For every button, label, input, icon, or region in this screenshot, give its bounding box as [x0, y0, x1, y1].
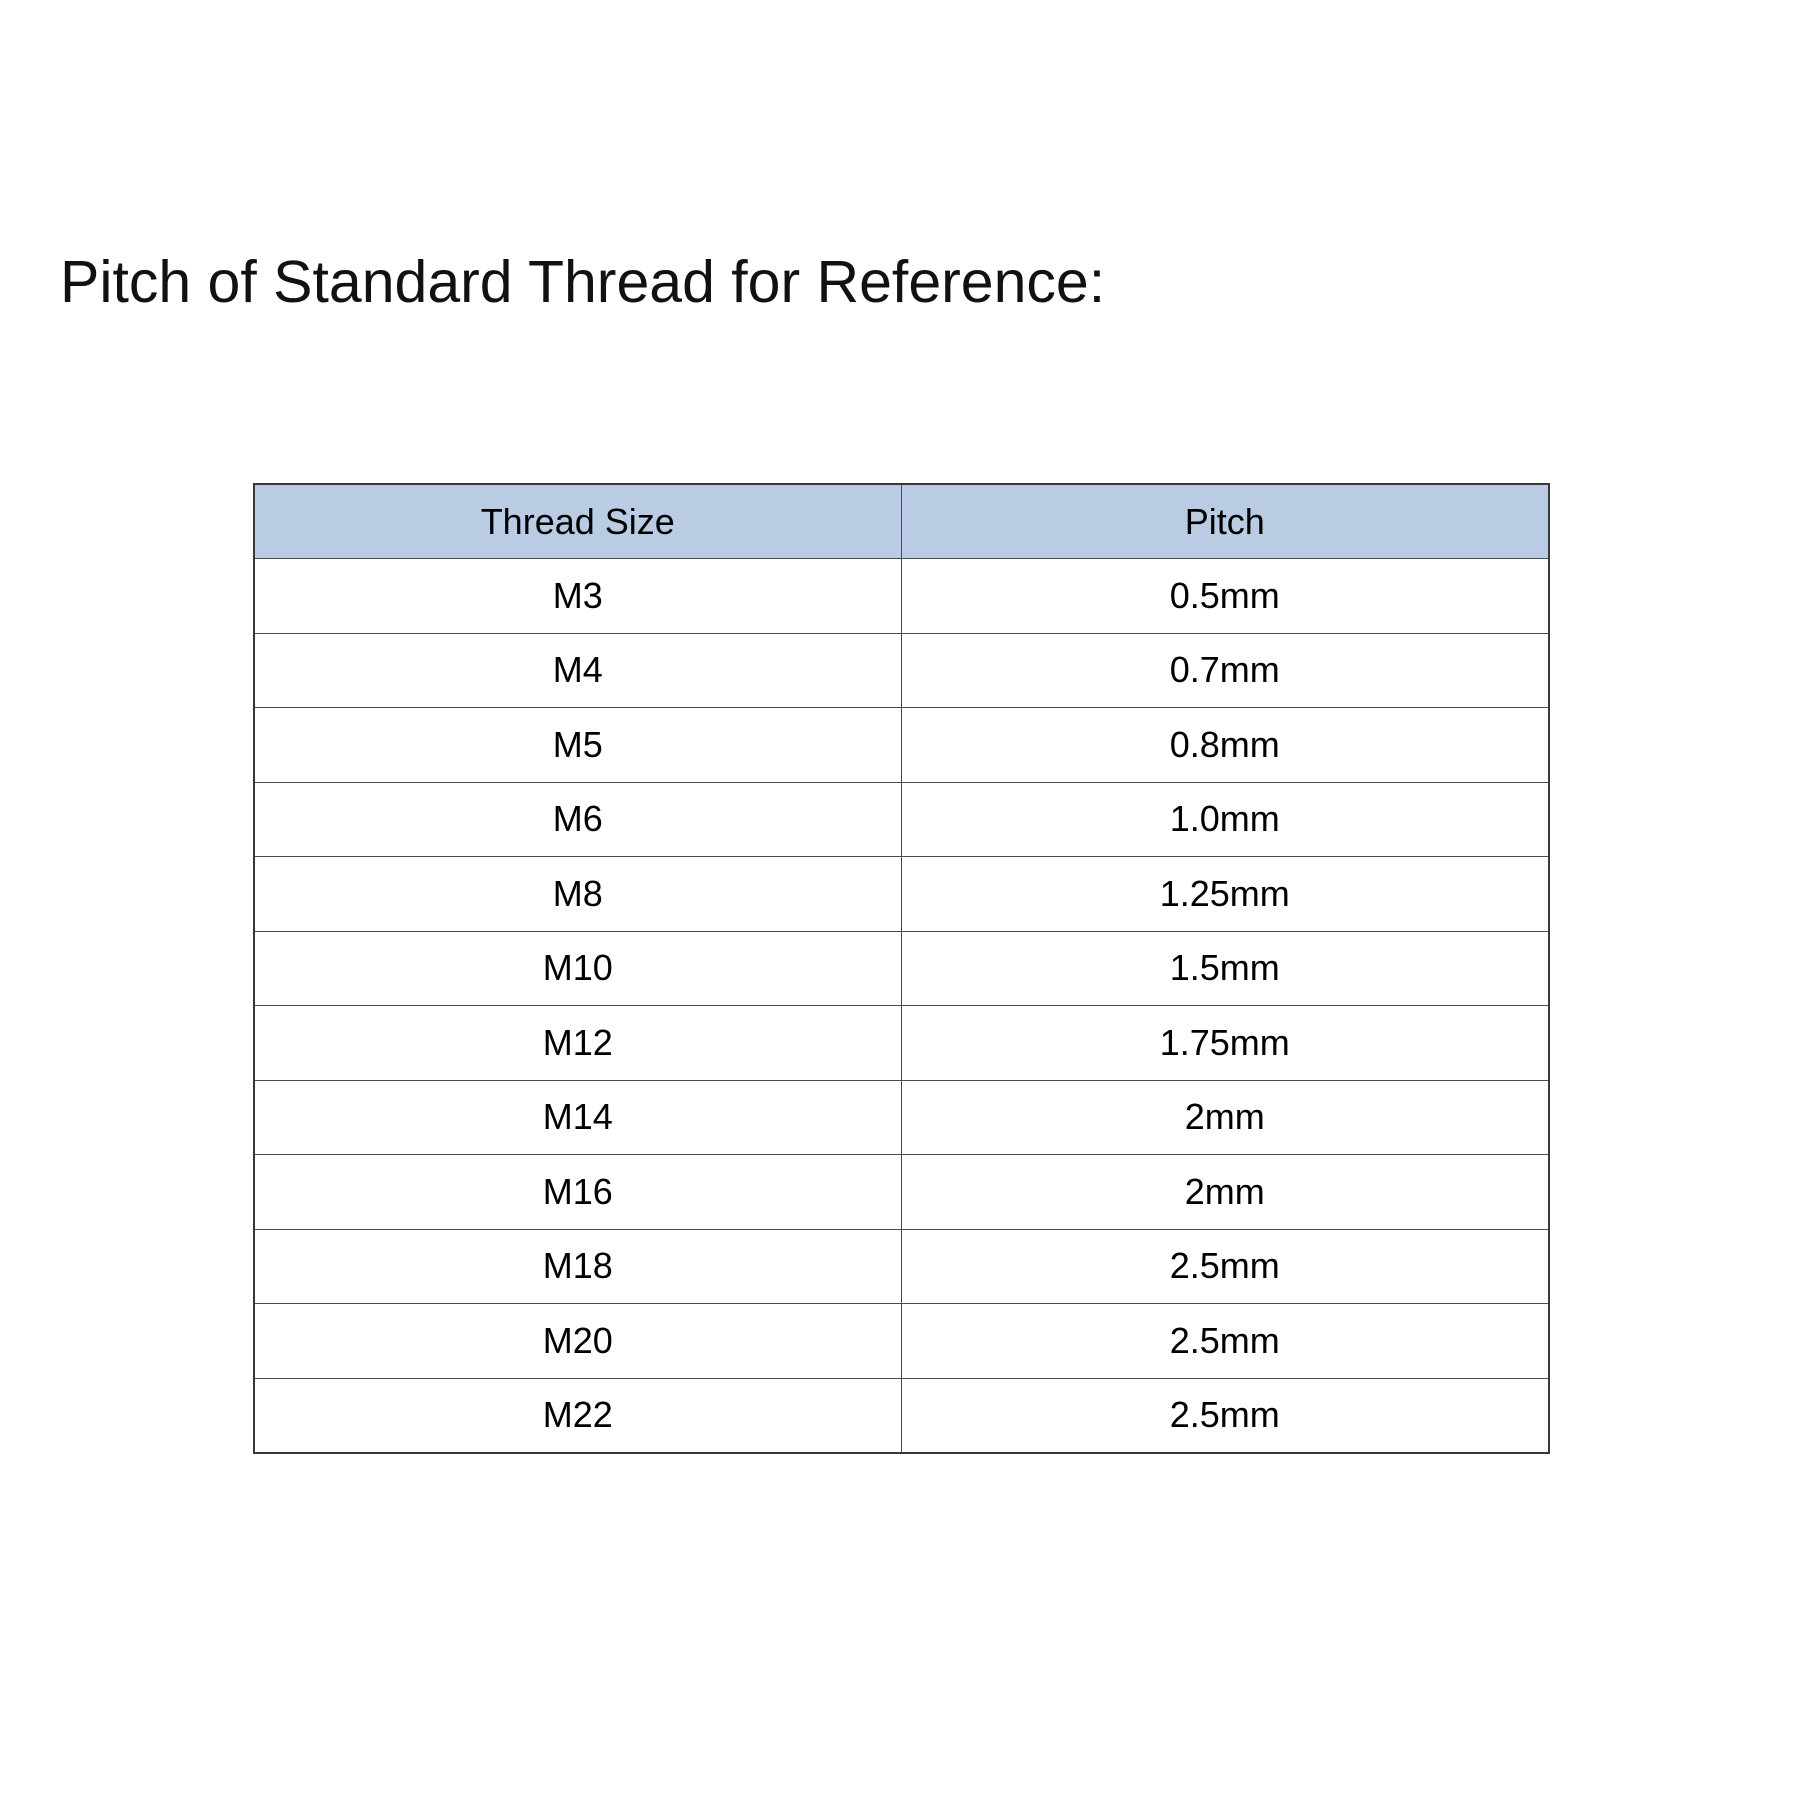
column-header-pitch: Pitch	[900, 483, 1550, 559]
table-row: M5 0.8mm	[253, 707, 1550, 783]
thread-size-cell: M20	[253, 1303, 902, 1379]
table-row: M14 2mm	[253, 1079, 1550, 1155]
thread-size-cell: M4	[253, 632, 902, 708]
table-row: M10 1.5mm	[253, 930, 1550, 1006]
pitch-cell: 2.5mm	[900, 1228, 1550, 1304]
pitch-cell: 0.5mm	[900, 558, 1550, 634]
thread-pitch-table: Thread Size Pitch M3 0.5mm M4 0.7mm M5 0.8mm M…	[253, 483, 1550, 1454]
pitch-cell: 1.0mm	[900, 781, 1550, 857]
table-row: M3 0.5mm	[253, 558, 1550, 634]
thread-size-cell: M22	[253, 1377, 902, 1453]
table-row: M18 2.5mm	[253, 1228, 1550, 1304]
thread-size-cell: M12	[253, 1005, 902, 1081]
pitch-cell: 1.25mm	[900, 856, 1550, 932]
pitch-cell: 0.8mm	[900, 707, 1550, 783]
pitch-cell: 1.5mm	[900, 930, 1550, 1006]
pitch-cell: 2mm	[900, 1079, 1550, 1155]
table-row: M8 1.25mm	[253, 856, 1550, 932]
pitch-cell: 2mm	[900, 1154, 1550, 1230]
pitch-cell: 1.75mm	[900, 1005, 1550, 1081]
table-header-row: Thread Size Pitch	[253, 483, 1550, 559]
pitch-cell: 2.5mm	[900, 1303, 1550, 1379]
table-row: M12 1.75mm	[253, 1005, 1550, 1081]
column-header-thread-size: Thread Size	[253, 483, 902, 559]
table-row: M20 2.5mm	[253, 1303, 1550, 1379]
table-row: M4 0.7mm	[253, 632, 1550, 708]
pitch-cell: 0.7mm	[900, 632, 1550, 708]
page-title: Pitch of Standard Thread for Reference:	[60, 249, 1106, 315]
thread-size-cell: M14	[253, 1079, 902, 1155]
thread-size-cell: M6	[253, 781, 902, 857]
thread-size-cell: M3	[253, 558, 902, 634]
thread-size-cell: M8	[253, 856, 902, 932]
table-row: M6 1.0mm	[253, 781, 1550, 857]
thread-size-cell: M18	[253, 1228, 902, 1304]
pitch-cell: 2.5mm	[900, 1377, 1550, 1453]
table-row: M22 2.5mm	[253, 1377, 1550, 1453]
table-row: M16 2mm	[253, 1154, 1550, 1230]
thread-size-cell: M16	[253, 1154, 902, 1230]
thread-size-cell: M10	[253, 930, 902, 1006]
table-body: M3 0.5mm M4 0.7mm M5 0.8mm M6 1.0mm M8 1.25mm M10 1…	[253, 558, 1550, 1453]
thread-size-cell: M5	[253, 707, 902, 783]
